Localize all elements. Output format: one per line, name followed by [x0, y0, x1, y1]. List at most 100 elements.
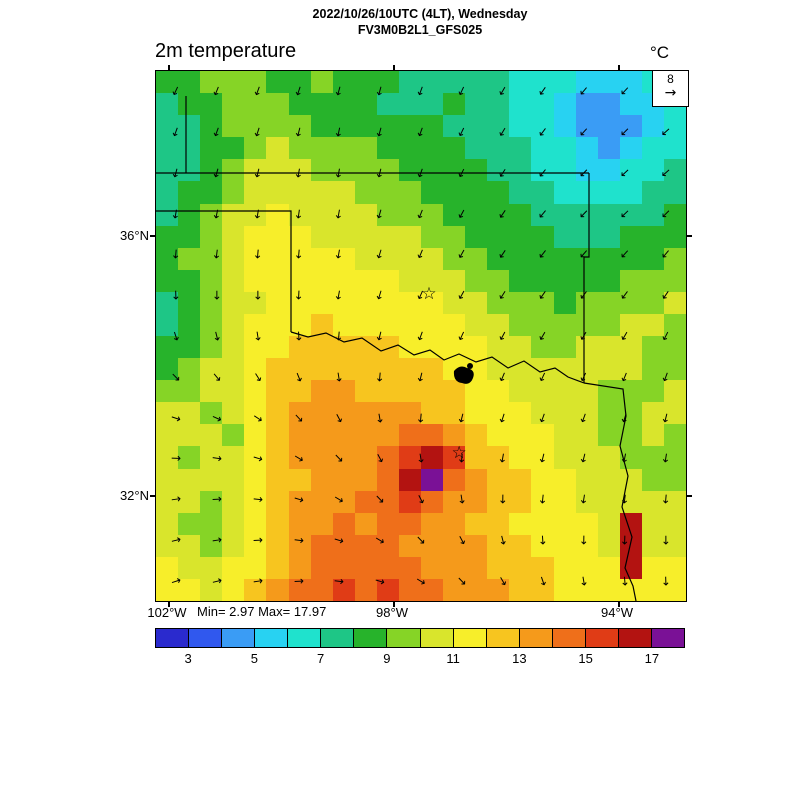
lon-label-94w: 94°W — [601, 605, 633, 620]
temperature-cell — [200, 402, 223, 425]
temperature-cell — [222, 181, 245, 204]
temperature-cell — [222, 402, 245, 425]
temperature-cell — [376, 402, 399, 425]
tick-mark — [393, 65, 395, 71]
temperature-cell — [310, 137, 333, 160]
temperature-cell — [244, 578, 267, 601]
temperature-cell — [398, 247, 421, 270]
temperature-cell — [266, 336, 289, 359]
temperature-cell — [663, 247, 686, 270]
temperature-cell — [443, 336, 466, 359]
temperature-cell — [487, 313, 510, 336]
temperature-cell — [244, 181, 267, 204]
temperature-cell — [641, 490, 664, 513]
temperature-cell — [575, 446, 598, 469]
temperature-cell — [553, 446, 576, 469]
temperature-cell — [509, 115, 532, 138]
temperature-cell — [332, 203, 355, 226]
temperature-cell — [597, 336, 620, 359]
temperature-cell — [641, 115, 664, 138]
temperature-cell — [487, 402, 510, 425]
temperature-cell — [641, 313, 664, 336]
temperature-cell — [376, 269, 399, 292]
temperature-cell — [597, 269, 620, 292]
temperature-cell — [641, 534, 664, 557]
temperature-cell — [156, 358, 179, 381]
temperature-cell — [332, 313, 355, 336]
temperature-cell — [354, 115, 377, 138]
temperature-cell — [288, 313, 311, 336]
temperature-cell — [619, 358, 642, 381]
colorbar-tick-label: 7 — [317, 651, 325, 666]
temperature-cell — [465, 446, 488, 469]
temperature-cell — [641, 380, 664, 403]
temperature-cell — [376, 203, 399, 226]
temperature-cell — [663, 269, 686, 292]
temperature-cell — [288, 291, 311, 314]
temperature-cell — [619, 578, 642, 601]
temperature-cell — [619, 71, 642, 94]
temperature-cell — [200, 358, 223, 381]
temperature-cell — [398, 446, 421, 469]
temperature-cell — [266, 424, 289, 447]
temperature-cell — [597, 225, 620, 248]
temperature-cell — [354, 446, 377, 469]
temperature-cell — [443, 468, 466, 491]
temperature-cell — [597, 446, 620, 469]
temperature-cell — [509, 534, 532, 557]
temperature-cell — [332, 380, 355, 403]
temperature-cell — [222, 137, 245, 160]
temperature-cell — [178, 402, 201, 425]
temperature-cell — [156, 93, 179, 116]
temperature-cell — [156, 402, 179, 425]
temperature-cell — [641, 468, 664, 491]
temperature-cell — [421, 203, 444, 226]
temperature-cell — [354, 225, 377, 248]
temperature-cell — [266, 181, 289, 204]
temperature-cell — [553, 115, 576, 138]
temperature-cell — [531, 181, 554, 204]
colorbar-segment — [255, 629, 289, 647]
temperature-cell — [465, 556, 488, 579]
temperature-cell — [376, 247, 399, 270]
wind-reference-box: 8 → — [652, 70, 689, 107]
temperature-cell — [288, 225, 311, 248]
temperature-cell — [178, 291, 201, 314]
temperature-cell — [332, 225, 355, 248]
temperature-cell — [222, 93, 245, 116]
temperature-cell — [398, 380, 421, 403]
temperature-cell — [288, 181, 311, 204]
temperature-cell — [354, 336, 377, 359]
temperature-cell — [376, 291, 399, 314]
colorbar-segment — [519, 629, 553, 647]
temperature-cell — [443, 313, 466, 336]
temperature-cell — [266, 402, 289, 425]
temperature-cell — [575, 203, 598, 226]
temperature-cell — [575, 115, 598, 138]
temperature-cell — [178, 93, 201, 116]
temperature-cell — [354, 137, 377, 160]
temperature-cell — [288, 358, 311, 381]
temperature-cell — [266, 269, 289, 292]
temperature-cell — [663, 159, 686, 182]
temperature-cell — [222, 490, 245, 513]
temperature-cell — [310, 336, 333, 359]
temperature-cell — [178, 424, 201, 447]
temperature-cell — [421, 137, 444, 160]
colorbar-tick-label: 17 — [644, 651, 660, 666]
colorbar-segment — [486, 629, 520, 647]
temperature-cell — [398, 71, 421, 94]
temperature-cell — [266, 225, 289, 248]
temperature-cell — [553, 534, 576, 557]
temperature-cell — [597, 159, 620, 182]
temperature-cell — [310, 468, 333, 491]
temperature-cell — [553, 71, 576, 94]
temperature-cell — [156, 225, 179, 248]
temperature-cell — [310, 159, 333, 182]
temperature-cell — [244, 358, 267, 381]
temperature-cell — [222, 578, 245, 601]
temperature-cell — [178, 313, 201, 336]
colorbar-labels: 3 5 7 9 11 13 15 17 — [155, 651, 685, 667]
temperature-cell — [509, 490, 532, 513]
temperature-cell — [354, 93, 377, 116]
